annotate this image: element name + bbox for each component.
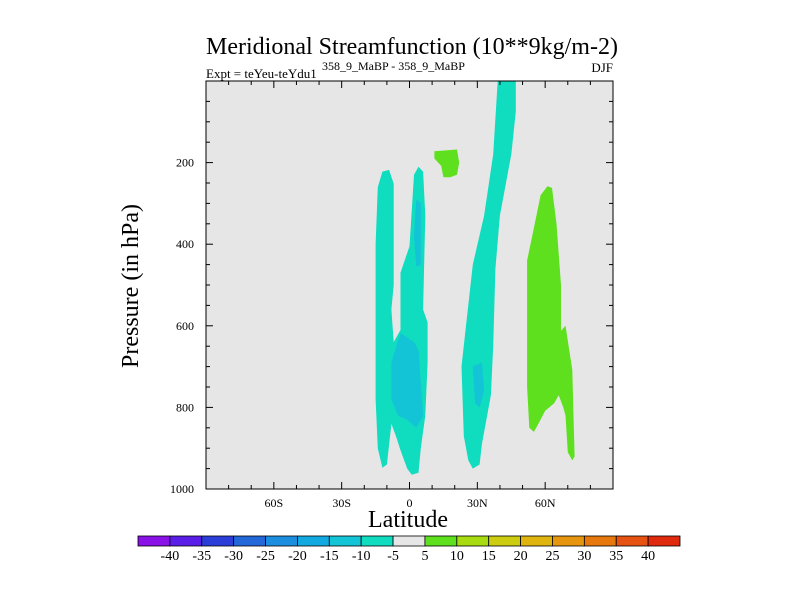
colorbar <box>137 535 681 547</box>
colorbar-box <box>520 535 553 547</box>
colorbar-box <box>392 535 426 547</box>
x-tick-label: 30N <box>467 496 488 510</box>
colorbar-box <box>552 535 585 547</box>
y-tick-label: 200 <box>176 156 194 170</box>
contour-region-5 <box>472 362 485 408</box>
colorbar-box <box>424 535 458 547</box>
colorbar-box <box>328 535 362 547</box>
colorbar-label: -35 <box>192 549 211 564</box>
chart-subtitle-right: DJF <box>591 60 613 75</box>
y-tick-label: 1000 <box>170 482 194 496</box>
y-tick-label: 600 <box>176 319 194 333</box>
colorbar-label: 20 <box>514 549 528 564</box>
colorbar-box <box>169 535 203 547</box>
colorbar-box <box>488 535 521 547</box>
colorbar-label: -10 <box>352 549 371 564</box>
y-tick-labels: 200 400 600 800 1000 <box>170 156 194 496</box>
colorbar-label: -20 <box>288 549 307 564</box>
colorbar-box <box>615 535 649 547</box>
colorbar-label: 30 <box>577 549 591 564</box>
contour-region-2 <box>391 333 424 428</box>
axis-ticks <box>205 80 614 490</box>
y-tick-label: 400 <box>176 237 194 251</box>
colorbar-label: -30 <box>224 549 243 564</box>
x-tick-label: 60S <box>264 496 283 510</box>
x-tick-label: 0 <box>407 496 413 510</box>
colorbar-label: 35 <box>609 549 623 564</box>
x-tick-label: 60N <box>535 496 556 510</box>
y-axis-label: Pressure (in hPa) <box>118 204 144 368</box>
x-tick-label: 30S <box>332 496 351 510</box>
colorbar-label: -5 <box>387 549 399 564</box>
y-tick-label: 800 <box>176 400 194 414</box>
contour-region-6 <box>434 149 460 178</box>
colorbar-label: 5 <box>421 549 428 564</box>
contour-region-3 <box>414 199 421 267</box>
colorbar-box <box>297 535 330 547</box>
colorbar-label: -25 <box>256 549 275 564</box>
chart-subtitle-super: 358_9_MaBP - 358_9_MaBP <box>322 59 465 73</box>
colorbar-labels: -40 -35 -30 -25 -20 -15 -10 -5 5 10 15 20 25 30 35 40 <box>161 549 656 564</box>
colorbar-box <box>647 535 681 547</box>
chart-subtitle-left: Expt = teYeu-teYdu1 <box>206 66 317 81</box>
colorbar-label: 10 <box>450 549 464 564</box>
contour-region-7 <box>527 186 575 461</box>
contour-regions <box>375 81 575 475</box>
colorbar-box <box>456 535 490 547</box>
colorbar-box <box>137 535 171 547</box>
chart-title: Meridional Streamfunction (10**9kg/m-2) <box>206 34 618 60</box>
colorbar-label: -40 <box>161 549 180 564</box>
colorbar-label: 15 <box>482 549 496 564</box>
colorbar-label: 40 <box>641 549 655 564</box>
colorbar-box <box>201 535 235 547</box>
colorbar-box <box>583 535 617 547</box>
colorbar-box <box>265 535 298 547</box>
x-tick-labels: 60S 30S 0 30N 60N <box>264 496 555 510</box>
colorbar-label: 25 <box>545 549 559 564</box>
x-axis-label: Latitude <box>368 507 448 533</box>
colorbar-label: -15 <box>320 549 339 564</box>
colorbar-box <box>360 535 394 547</box>
colorbar-box <box>233 535 266 547</box>
